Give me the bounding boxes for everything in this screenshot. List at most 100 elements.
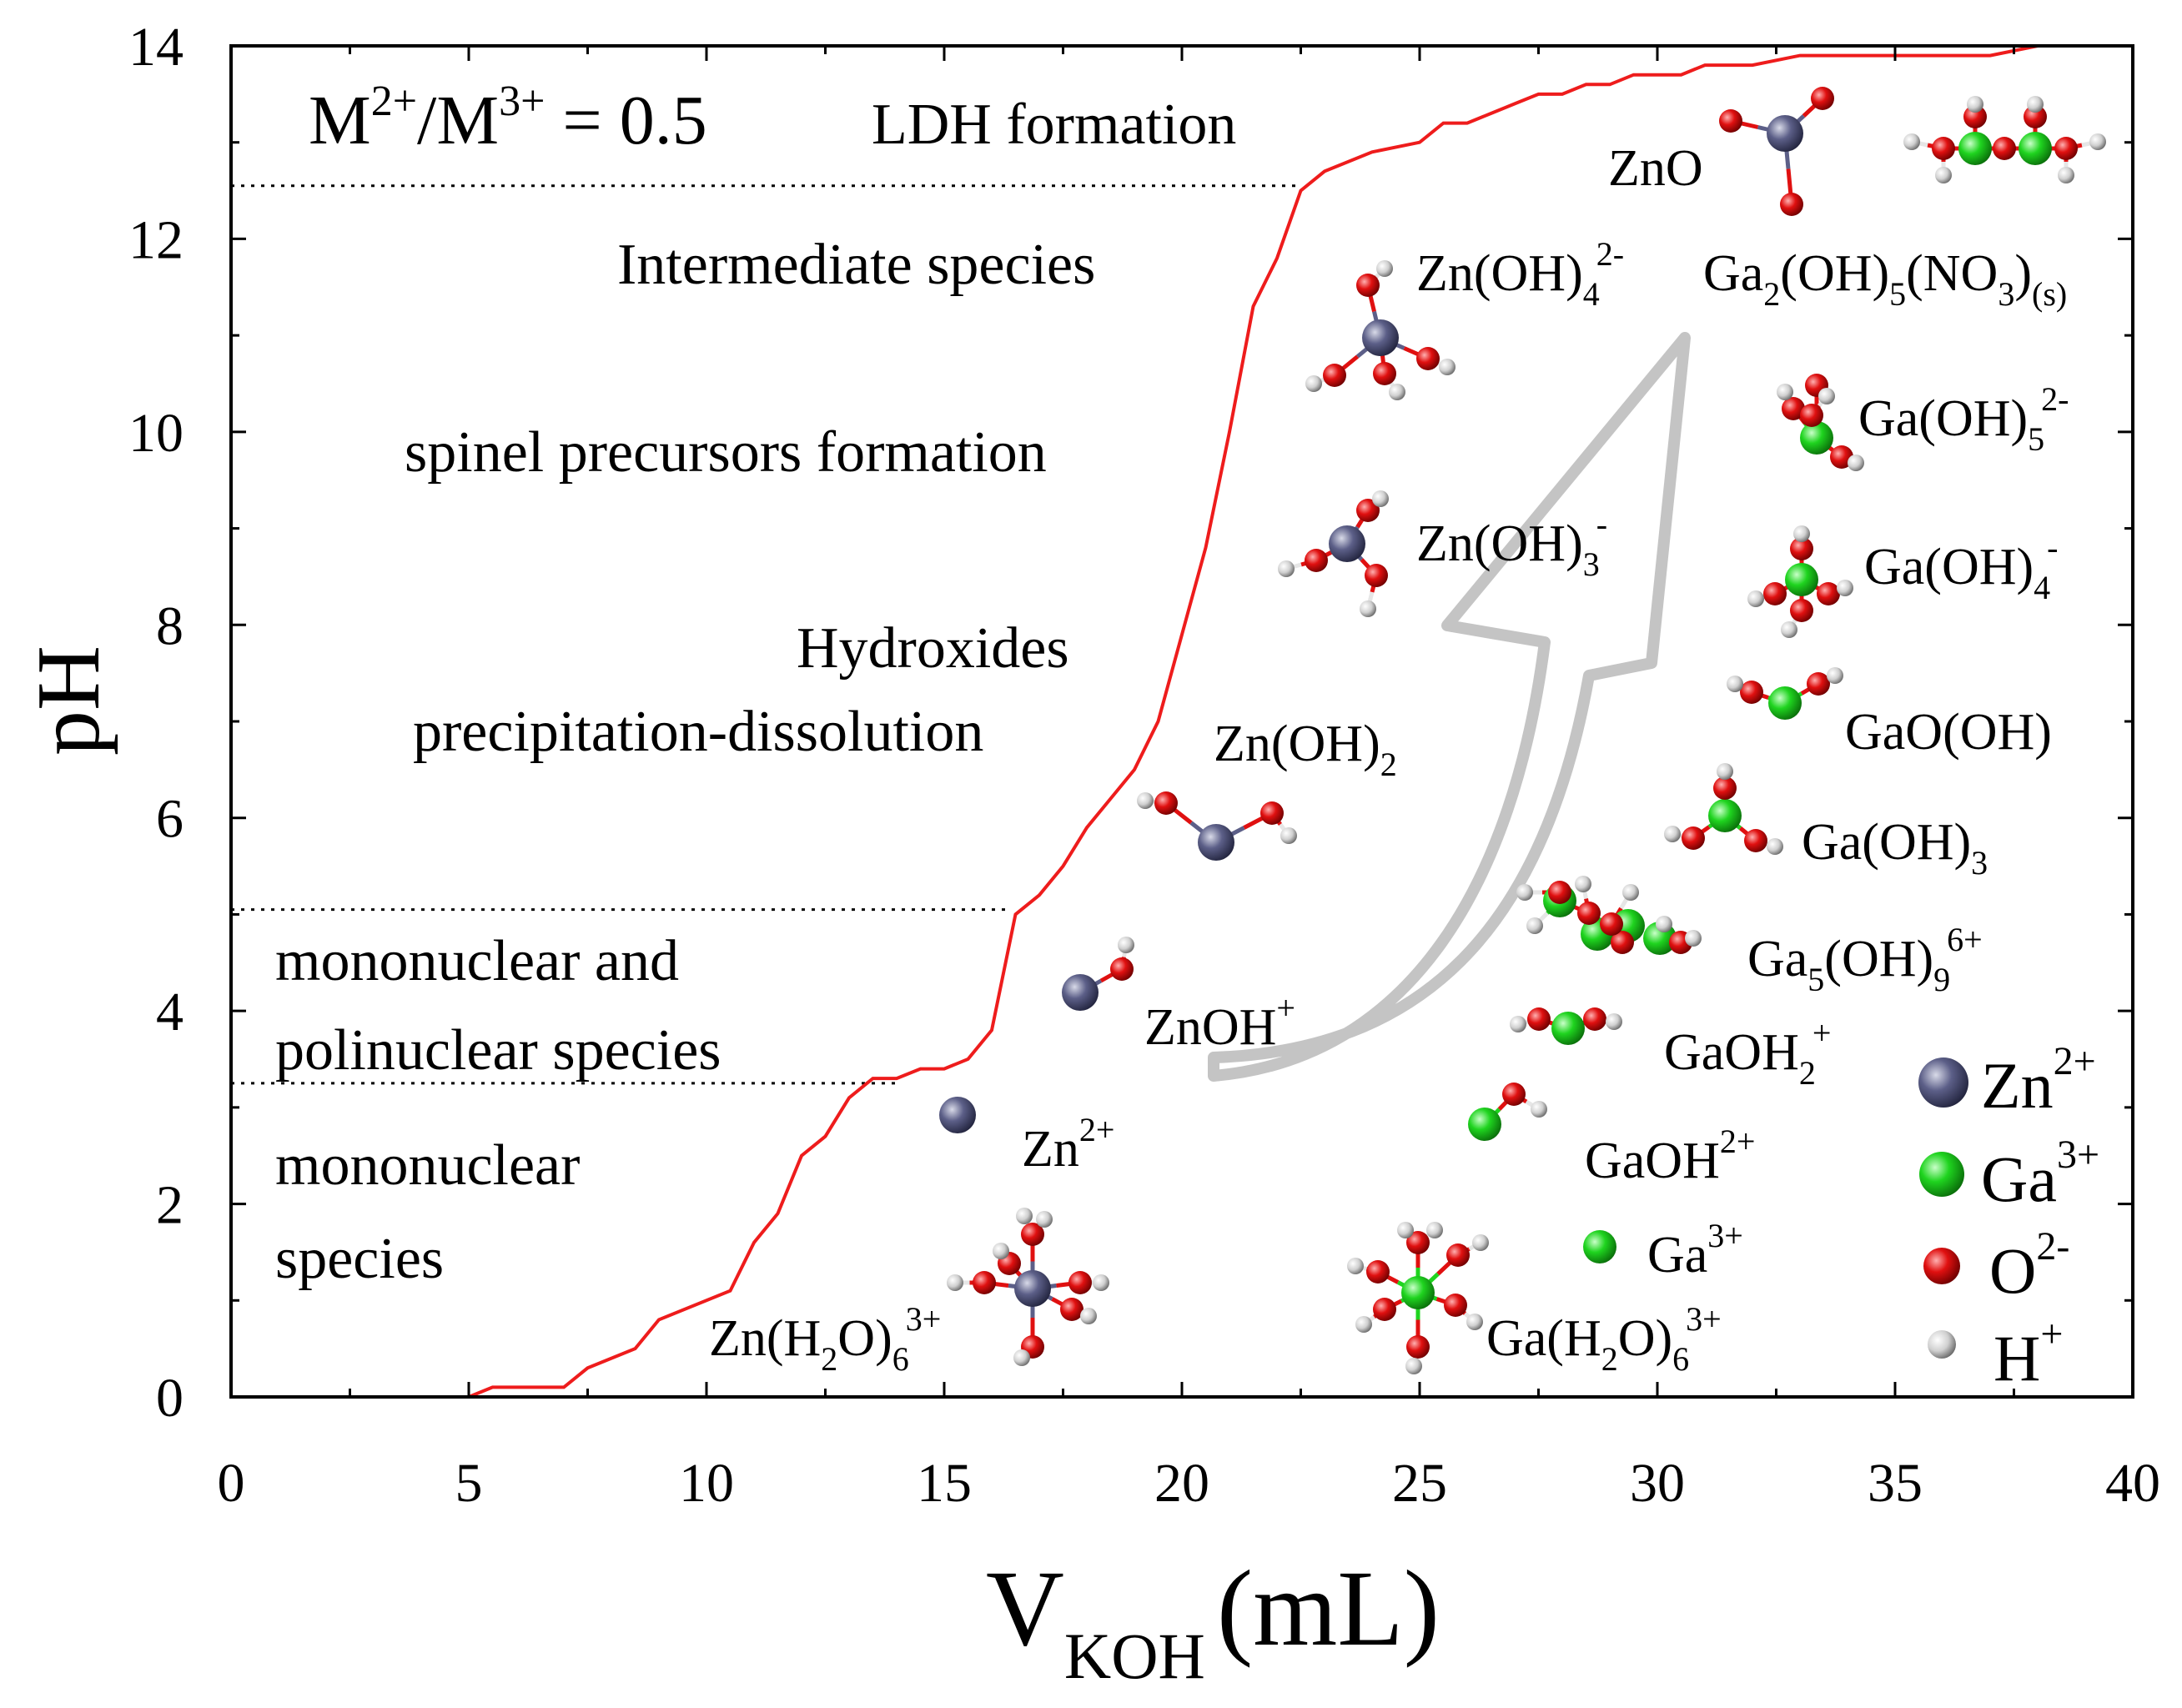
ga-atom-icon — [1551, 1012, 1585, 1045]
zn-ion — [939, 1097, 976, 1133]
o-atom-icon — [1365, 564, 1388, 587]
zno-label: ZnO — [1608, 140, 1703, 197]
y-tick-label: 14 — [128, 17, 184, 78]
h-atom-icon — [1372, 490, 1389, 507]
znoh2-molecule — [1137, 791, 1297, 861]
ratio-label: M2+/M3+ = 0.5 — [309, 78, 707, 159]
o-atom-icon — [1373, 362, 1396, 385]
o-atom-icon — [2024, 105, 2047, 128]
gaoh-2plus-label: GaOH2+ — [1585, 1123, 1755, 1189]
h-atom-icon — [1837, 580, 1853, 596]
x-tick-labels: 0 5 10 15 20 25 30 35 40 — [218, 1453, 2161, 1514]
h-atom-icon — [1305, 375, 1322, 392]
o-atom-icon — [1780, 193, 1803, 216]
ga-atom-icon — [1800, 421, 1833, 455]
x-tick-label: 10 — [679, 1453, 734, 1514]
o-atom-icon — [1719, 109, 1742, 133]
o-atom-icon — [1932, 137, 1955, 160]
h-atom-icon — [1656, 916, 1672, 932]
gaoh4-molecule — [1747, 525, 1853, 638]
h-atom-icon — [1466, 1314, 1483, 1330]
ga-atom-icon — [1583, 1230, 1616, 1263]
o-atom-icon — [1807, 672, 1830, 696]
gaoh3-molecule — [1664, 763, 1783, 855]
h-atom-icon — [1575, 876, 1591, 892]
y-tick-label: 8 — [156, 595, 184, 656]
znoh3-molecule — [1278, 490, 1389, 617]
h-atom-icon — [1439, 359, 1456, 375]
region-annotations: M2+/M3+ = 0.5 LDH formation Intermediate… — [275, 78, 1236, 1291]
ga-atom-icon — [1468, 1108, 1501, 1141]
mononuclear-label-line2: species — [275, 1227, 444, 1291]
h-atom-icon — [1360, 600, 1376, 617]
y-tick-label: 6 — [156, 789, 184, 850]
x-tick-label: 40 — [2105, 1453, 2160, 1514]
h-atom-icon — [1664, 826, 1681, 842]
gaooh-molecule — [1727, 667, 1843, 720]
h-atom-icon — [1080, 1308, 1097, 1324]
h-atom-icon — [1510, 1016, 1526, 1032]
o-atom-icon — [1740, 681, 1763, 704]
h-atom-icon — [1526, 917, 1543, 934]
h-atom-icon — [1903, 133, 1920, 150]
o-atom-icon — [973, 1271, 996, 1294]
titration-curve-line — [231, 44, 2085, 1399]
ga-atom-icon — [1708, 799, 1742, 832]
legend-item-h: H+ — [1928, 1312, 2063, 1394]
zno-molecule — [1719, 87, 1834, 216]
o-atom-icon — [1444, 1294, 1467, 1317]
o-atom-icon — [1406, 1335, 1430, 1359]
o-atom-icon — [1817, 582, 1840, 605]
ldh-formation-label: LDH formation — [872, 93, 1236, 157]
o-atom-icon — [1446, 1243, 1470, 1267]
h-atom-icon — [1606, 1013, 1622, 1030]
zn-atom-icon — [1362, 319, 1399, 356]
ga-atom-icon — [1785, 563, 1818, 596]
ga2oh5no3-label: Ga2(OH)5(NO3)(s) — [1703, 245, 2067, 313]
gaoh2-label: GaOH2+ — [1664, 1014, 1831, 1092]
o-atom-icon — [1577, 902, 1601, 925]
o-atom-icon — [1682, 826, 1705, 850]
o-atom-icon — [1811, 87, 1834, 110]
h-atom-icon — [1280, 827, 1297, 844]
x-tick-label: 30 — [1630, 1453, 1685, 1514]
zn-2plus-label: Zn2+ — [1022, 1111, 1114, 1178]
h-atom-icon — [1793, 525, 1810, 542]
legend-item-zn: Zn2+ — [1918, 1039, 2096, 1122]
y-tick-label: 0 — [156, 1368, 184, 1429]
o-atom-icon — [1021, 1223, 1044, 1246]
zn-atom-icon — [1198, 824, 1234, 861]
h-atom-icon — [1376, 260, 1393, 277]
zn-atom-icon — [1329, 525, 1365, 562]
y-axis-title: pH — [19, 646, 118, 756]
o-atom-icon — [1963, 105, 1987, 128]
zn-atom-icon — [1014, 1270, 1051, 1307]
o-atom-icon — [2054, 137, 2078, 160]
h-atom-icon — [1967, 96, 1983, 113]
h-atom-icon — [2089, 133, 2106, 150]
mono-poly-label-line2: polinuclear species — [275, 1018, 721, 1083]
o-atom-icon — [1373, 1298, 1396, 1321]
ga-atom-icon — [2019, 132, 2052, 165]
o-atom-icon — [1356, 274, 1380, 297]
h-atom-icon — [1013, 1349, 1030, 1366]
gaoh5-molecule — [1777, 374, 1864, 471]
mononuclear-label-line1: mononuclear — [275, 1133, 580, 1198]
o-atom-icon — [1800, 404, 1823, 427]
o-atom-icon — [1356, 499, 1380, 522]
o-atom-icon — [1713, 776, 1737, 800]
h-atom-icon — [1137, 792, 1154, 809]
ga5oh9-label: Ga5(OH)96+ — [1747, 921, 1983, 998]
h-atom-icon — [1531, 1101, 1547, 1118]
legend-item-ga: Ga3+ — [1919, 1133, 2099, 1215]
o-atom-icon — [1502, 1083, 1526, 1106]
h-atom-icon — [1355, 1316, 1372, 1333]
h-atom-icon — [1036, 1211, 1053, 1228]
o-atom-icon — [1416, 347, 1440, 370]
o-atom-icon — [1548, 881, 1571, 904]
h-atom-icon — [1827, 667, 1843, 684]
h-atom-icon — [1818, 388, 1835, 404]
h-atom-icon — [1685, 930, 1702, 947]
h-atom-icon — [1397, 1222, 1414, 1238]
